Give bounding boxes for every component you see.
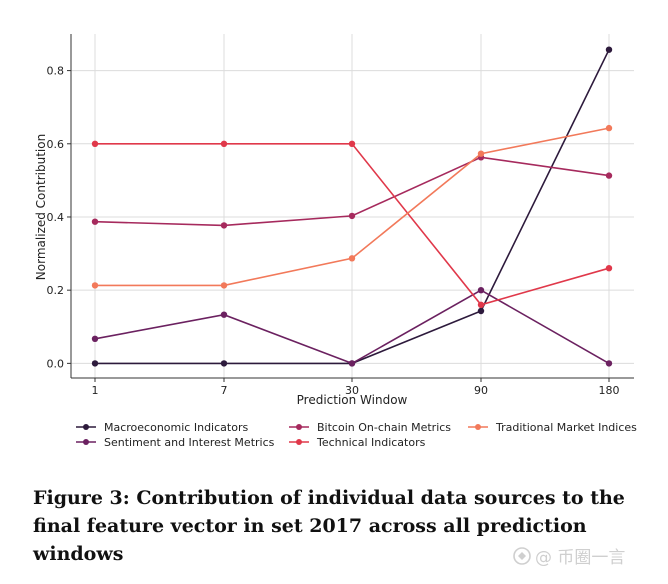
tick-label-layer: 1 7 30 90 180 0.0 0.2 0.4 0.6 0.8 [47,65,620,397]
legend-item: Sentiment and Interest Metrics [76,436,275,449]
data-point [477,301,485,308]
data-point [91,140,99,147]
data-point [605,46,613,53]
y-tick-label: 0.4 [47,211,65,224]
data-point [605,172,613,179]
figure-caption: Figure 3: Contribution of individual dat… [33,487,625,565]
data-point [477,307,485,315]
watermark-text: @ 币圈一言 [535,548,626,568]
legend: Macroeconomic Indicators Bitcoin On-chain… [76,421,637,449]
data-point [91,282,99,289]
legend-item: Macroeconomic Indicators [76,421,248,434]
axis-layer [67,34,634,382]
x-tick-label: 7 [221,384,228,397]
x-tick-label: 180 [599,384,620,397]
legend-marker [83,439,89,445]
data-point [605,265,613,272]
legend-marker [296,424,302,430]
grid-layer [71,34,634,378]
x-tick-label: 30 [345,384,359,397]
y-axis-label: Normalized Contribution [34,134,48,280]
account-logo-icon [513,546,531,565]
data-point [220,282,228,289]
data-point [605,360,613,367]
data-point [348,255,356,262]
data-point [220,311,228,318]
series-3 [91,140,613,308]
legend-label: Sentiment and Interest Metrics [104,436,275,449]
y-tick-label: 0.8 [47,65,65,78]
legend-marker [83,424,89,430]
x-axis-label: Prediction Window [297,393,408,407]
legend-item: Technical Indicators [289,436,426,449]
data-point [91,218,99,225]
data-point [91,360,99,367]
data-point [477,150,485,157]
line-chart: 1 7 30 90 180 0.0 0.2 0.4 0.6 0.8 Prediction Wind… [34,34,637,449]
y-tick-label: 0.2 [47,284,65,297]
series-layer [91,46,613,367]
data-point [348,140,356,147]
data-point [477,287,485,294]
legend-label: Bitcoin On-chain Metrics [317,421,451,434]
data-point [348,212,356,220]
legend-label: Technical Indicators [316,436,426,449]
data-point [220,222,228,229]
data-point [91,335,99,342]
watermark: @ 币圈一言 [512,543,662,568]
data-point [220,140,228,147]
data-point [348,360,356,367]
legend-label: Traditional Market Indices [495,421,637,434]
data-point [220,360,228,367]
legend-item: Traditional Market Indices [468,421,637,434]
x-tick-label: 1 [92,384,99,397]
legend-label: Macroeconomic Indicators [104,421,248,434]
x-tick-label: 90 [474,384,488,397]
legend-item: Bitcoin On-chain Metrics [289,421,451,434]
y-tick-label: 0.6 [47,138,65,151]
legend-marker [296,439,302,445]
series-1 [91,287,613,367]
data-point [605,124,613,132]
series-4 [91,124,613,289]
y-tick-label: 0.0 [47,357,65,370]
legend-marker [475,424,481,430]
